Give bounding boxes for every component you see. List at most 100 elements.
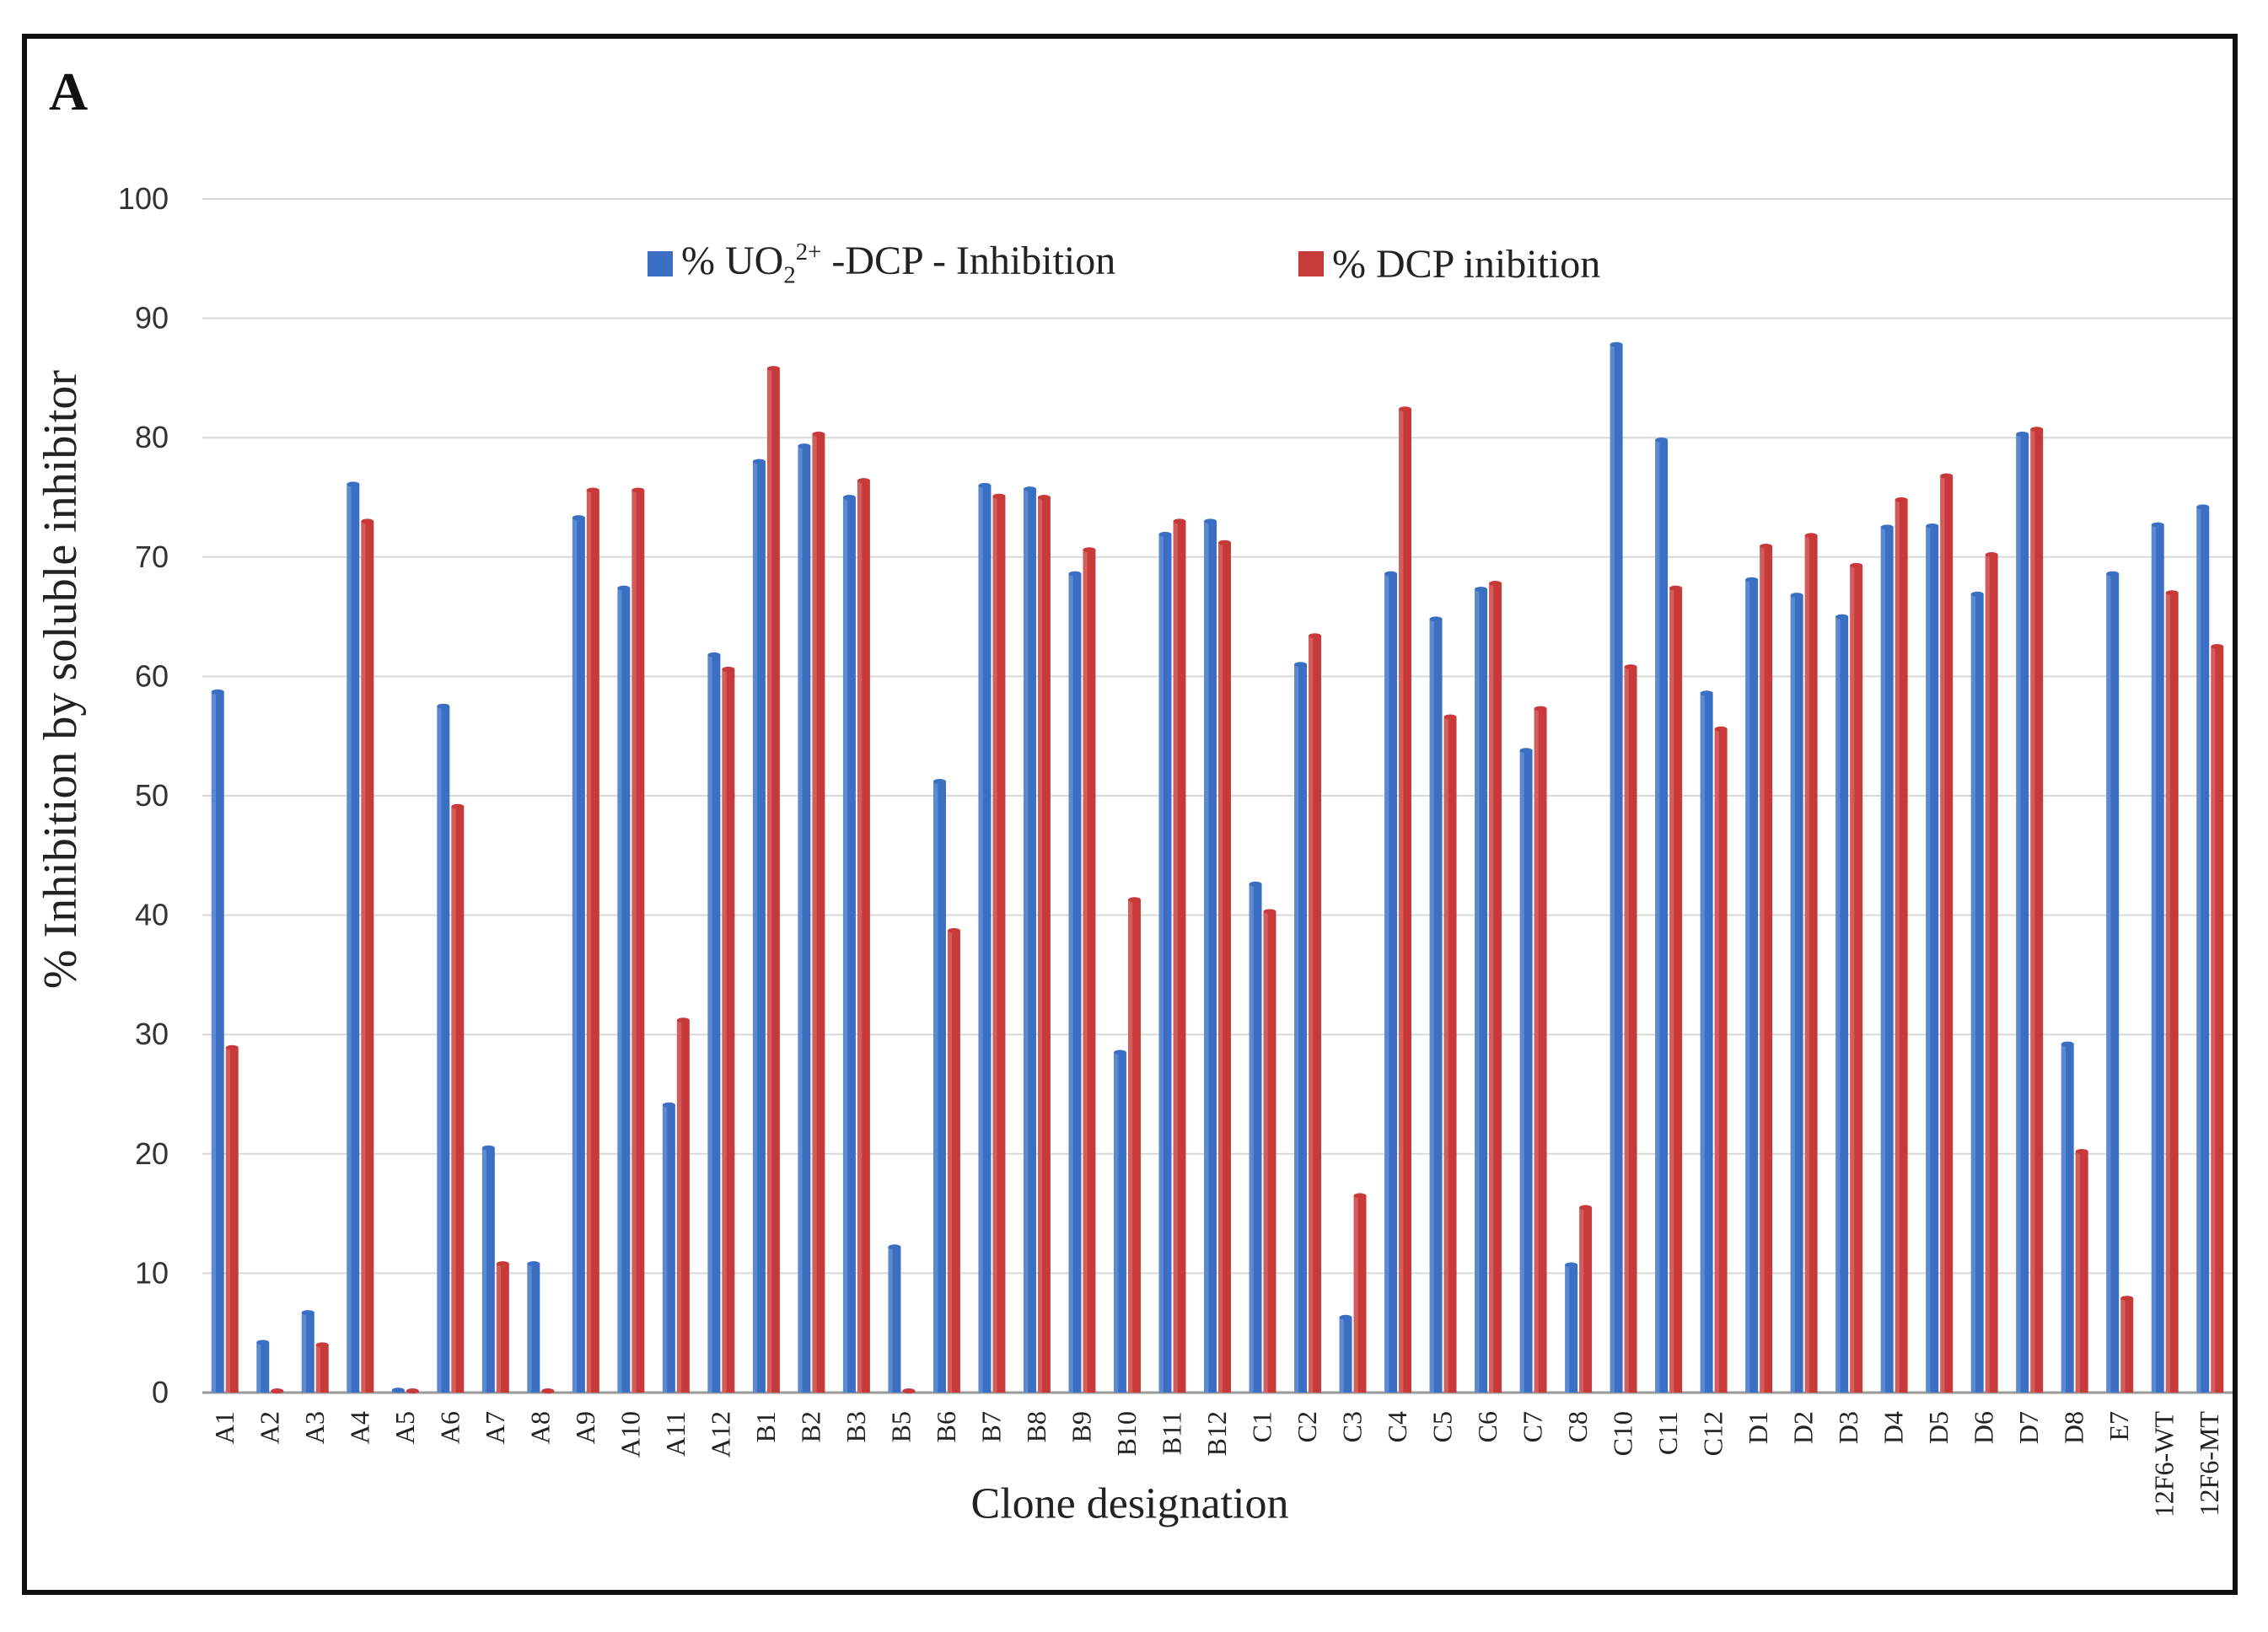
bar-highlight xyxy=(225,1047,230,1393)
bar-cap xyxy=(1790,593,1803,599)
bar-dcp-C4 xyxy=(1399,409,1412,1393)
bar-highlight xyxy=(631,490,637,1393)
x-tick-label: B8 xyxy=(1021,1411,1051,1442)
bar-highlight xyxy=(1263,911,1268,1393)
x-tick-label: C1 xyxy=(1247,1411,1277,1442)
bar-dcp-A6 xyxy=(451,806,465,1393)
bar-highlight xyxy=(857,480,863,1393)
bar-cap xyxy=(1985,551,1998,557)
x-tick-label: C2 xyxy=(1292,1411,1322,1442)
bar-cap xyxy=(631,487,645,493)
bar-dcp-D2 xyxy=(1804,535,1818,1393)
bar-cap xyxy=(1970,591,1984,597)
x-tick-label: A6 xyxy=(434,1411,465,1444)
bar-cap xyxy=(722,666,735,672)
bar-dcp-C3 xyxy=(1353,1195,1367,1393)
bar-highlight xyxy=(662,1104,668,1393)
bar-highlight xyxy=(1037,497,1043,1393)
legend-label-dcp: % DCP inibition xyxy=(1332,241,1601,287)
x-tick-label: A5 xyxy=(390,1411,420,1444)
bar-highlight xyxy=(1475,589,1480,1393)
x-tick-label: B2 xyxy=(795,1411,825,1442)
bar-dcp-A11 xyxy=(676,1020,690,1393)
y-axis-label: % Inhibition by soluble inhibitor xyxy=(35,369,87,990)
bar-cap xyxy=(496,1261,509,1267)
bar-cap xyxy=(1804,533,1818,539)
bar-cap xyxy=(1579,1205,1593,1211)
bar-highlight xyxy=(1443,717,1448,1393)
bar-uo2-dcp-D6 xyxy=(1970,593,1984,1393)
bar-uo2-dcp-C7 xyxy=(1519,750,1533,1393)
bar-highlight xyxy=(361,521,366,1393)
x-tick-label: B7 xyxy=(975,1411,1006,1442)
bar-dcp-D3 xyxy=(1850,565,1863,1393)
bar-uo2-dcp-A11 xyxy=(662,1104,675,1393)
bar-uo2-dcp-C8 xyxy=(1565,1264,1578,1393)
bar-dcp-A4 xyxy=(361,521,374,1393)
x-tick-label: B10 xyxy=(1111,1411,1142,1456)
bar-highlight xyxy=(1745,579,1750,1393)
bar-cap xyxy=(1294,662,1308,668)
bar-highlight xyxy=(617,588,622,1393)
bar-highlight xyxy=(347,484,352,1393)
bar-dcp-D6 xyxy=(1985,554,1998,1393)
x-tick-label: C4 xyxy=(1382,1411,1412,1442)
x-tick-label: A11 xyxy=(660,1411,691,1457)
x-tick-label: C11 xyxy=(1653,1411,1683,1455)
x-tick-label: D3 xyxy=(1833,1411,1863,1444)
bar-cap xyxy=(1940,473,1954,479)
bar-highlight xyxy=(2106,573,2111,1393)
bar-uo2-dcp-B8 xyxy=(1023,489,1036,1393)
bar-uo2-dcp-C5 xyxy=(1429,619,1443,1393)
bar-dcp-C12 xyxy=(1714,728,1728,1393)
y-tick-label: 50 xyxy=(135,778,169,813)
bar-cap xyxy=(527,1261,540,1267)
bar-uo2-dcp-D4 xyxy=(1880,527,1894,1393)
bar-highlight xyxy=(1579,1207,1584,1393)
bar-cap xyxy=(1399,406,1412,412)
bar-highlight xyxy=(1850,565,1855,1393)
bar-uo2-dcp-C1 xyxy=(1249,883,1262,1393)
bar-cap xyxy=(406,1388,419,1393)
bar-dcp-D7 xyxy=(2030,429,2044,1393)
bar-highlight xyxy=(1926,525,1931,1393)
bar-cap xyxy=(1023,486,1036,492)
x-tick-label: C7 xyxy=(1518,1411,1548,1442)
bar-dcp-A1 xyxy=(225,1047,239,1393)
x-tick-label: A1 xyxy=(209,1411,239,1444)
x-tick-label: D2 xyxy=(1788,1411,1819,1444)
bar-cap xyxy=(2120,1296,2134,1302)
bar-dcp-D4 xyxy=(1894,499,1908,1393)
bar-cap xyxy=(662,1102,675,1108)
bar-uo2-dcp-B11 xyxy=(1158,534,1172,1393)
bar-cap xyxy=(1218,540,1231,545)
bar-highlight xyxy=(1294,664,1299,1393)
bar-uo2-dcp-B12 xyxy=(1204,521,1217,1393)
bar-highlight xyxy=(1113,1052,1119,1393)
bar-cap xyxy=(2016,431,2029,437)
bar-dcp-B3 xyxy=(857,480,870,1393)
bar-highlight xyxy=(1158,534,1164,1393)
bar-dcp-C8 xyxy=(1579,1207,1593,1393)
legend-swatch-red xyxy=(1298,251,1324,276)
y-tick-label: 10 xyxy=(135,1255,169,1290)
bar-highlight xyxy=(1399,409,1404,1393)
bar-highlight xyxy=(932,781,938,1393)
x-axis-label: Clone designation xyxy=(970,1479,1289,1528)
bar-uo2-dcp-C11 xyxy=(1655,440,1669,1393)
y-tick-label: 80 xyxy=(135,420,169,454)
legend-label-uo2-dcp: % UO22+ -DCP - Inhibition xyxy=(681,239,1116,289)
x-tick-label: B12 xyxy=(1201,1411,1232,1456)
bar-cap xyxy=(315,1342,329,1348)
bar-dcp-D8 xyxy=(2075,1151,2088,1393)
bar-highlight xyxy=(676,1020,682,1393)
bar-dcp-C6 xyxy=(1489,582,1502,1393)
bar-cap xyxy=(211,689,224,695)
x-tick-label: D8 xyxy=(2059,1411,2089,1444)
bar-highlight xyxy=(888,1247,893,1393)
bar-uo2-dcp-A7 xyxy=(481,1147,495,1393)
bar-cap xyxy=(391,1388,405,1393)
x-tick-label: A4 xyxy=(344,1411,374,1444)
bar-cap xyxy=(2106,571,2120,577)
